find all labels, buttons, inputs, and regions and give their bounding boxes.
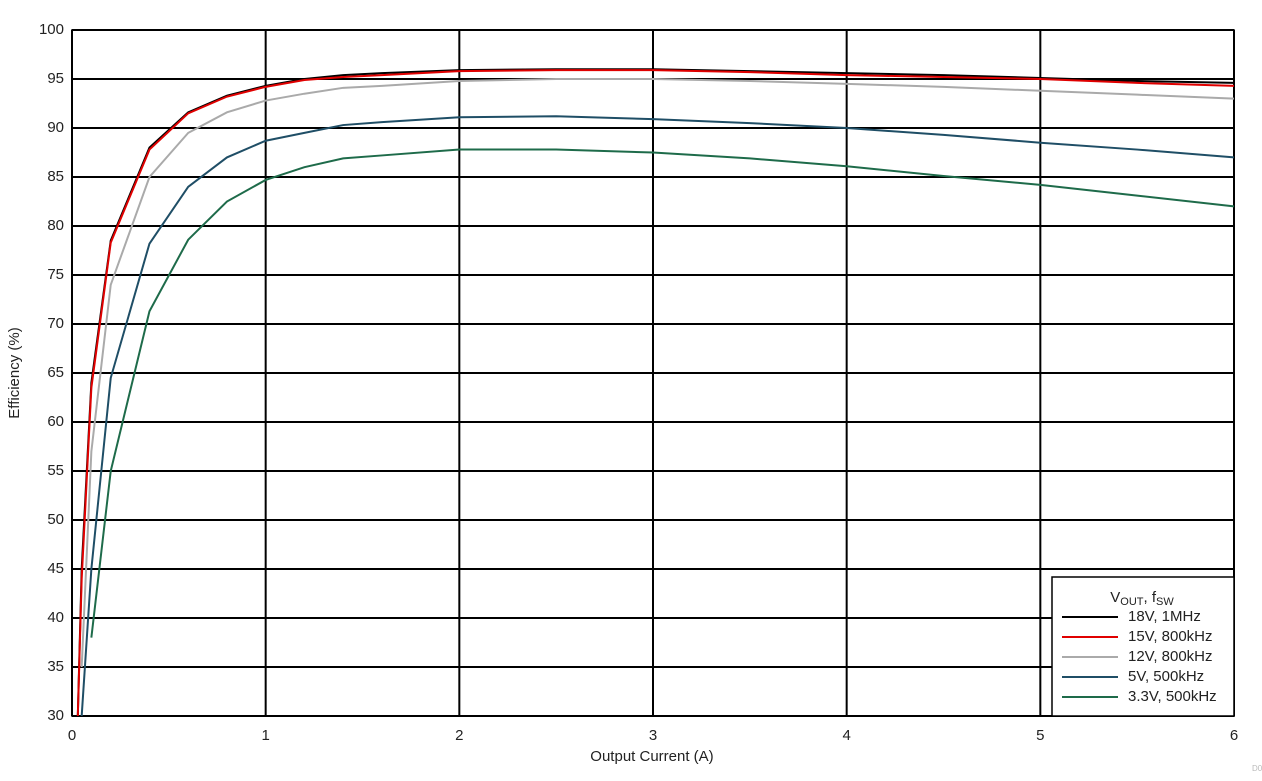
legend-label: 5V, 500kHz: [1128, 668, 1204, 685]
legend-title-sep: , f: [1144, 589, 1157, 606]
legend-title-sub: OUT: [1120, 596, 1144, 608]
y-tick-label: 75: [47, 266, 64, 283]
series-line: [80, 115, 1235, 717]
x-tick-label: 1: [261, 727, 269, 744]
legend-label: 15V, 800kHz: [1128, 628, 1213, 645]
y-tick-label: 35: [47, 658, 64, 675]
y-tick-label: 65: [47, 364, 64, 381]
y-axis-label: Efficiency (%): [6, 327, 23, 418]
legend-title: VOUT, fSW: [1110, 589, 1174, 608]
y-tick-label: 50: [47, 511, 64, 528]
x-tick-label: 4: [842, 727, 850, 744]
y-tick-label: 45: [47, 560, 64, 577]
x-tick-label: 5: [1036, 727, 1044, 744]
y-tick-label: 30: [47, 707, 64, 724]
series-line: [90, 148, 1235, 638]
figure-id: D0: [1252, 764, 1262, 773]
plot: [71, 29, 1235, 717]
y-tick-label: 100: [39, 21, 64, 38]
x-tick-label: 3: [649, 727, 657, 744]
series-line: [80, 78, 1235, 668]
legend-label: 12V, 800kHz: [1128, 648, 1213, 665]
legend-box: [1051, 576, 1235, 717]
x-tick-label: 2: [455, 727, 463, 744]
legend-label: 3.3V, 500kHz: [1128, 688, 1217, 705]
y-tick-label: 70: [47, 315, 64, 332]
legend-label: 18V, 1MHz: [1128, 608, 1201, 625]
y-tick-label: 95: [47, 70, 64, 87]
y-tick-label: 40: [47, 609, 64, 626]
y-tick-label: 85: [47, 168, 64, 185]
series-line: [76, 69, 1235, 717]
y-tick-label: 90: [47, 119, 64, 136]
y-tick-label: 80: [47, 217, 64, 234]
x-tick-label: 6: [1230, 727, 1238, 744]
y-tick-label: 55: [47, 462, 64, 479]
x-tick-label: 0: [68, 727, 76, 744]
y-tick-label: 60: [47, 413, 64, 430]
legend-title-sub: SW: [1156, 596, 1174, 608]
x-axis-label: Output Current (A): [590, 748, 713, 765]
legend-title-v: V: [1110, 589, 1120, 606]
